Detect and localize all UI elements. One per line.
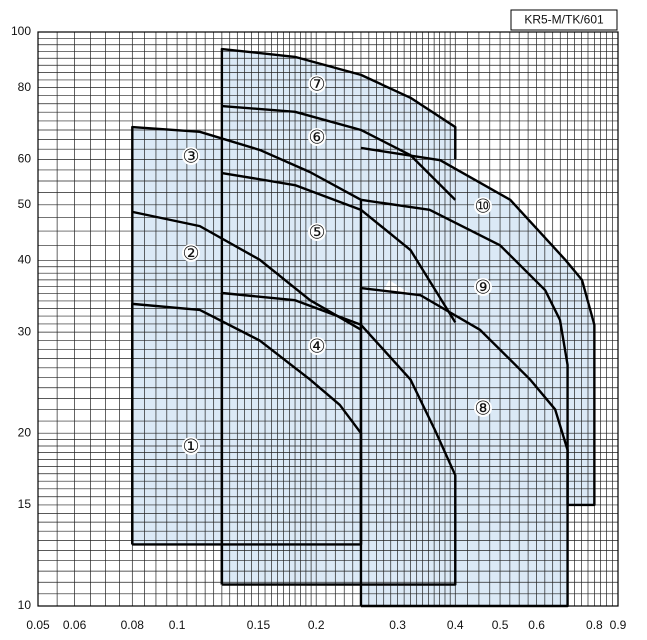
label-bg <box>308 128 326 146</box>
region-outline <box>360 146 596 507</box>
x-tick-label: 0.05 <box>26 618 50 632</box>
region-label: ⑨ <box>474 277 491 299</box>
label-bg <box>308 223 326 241</box>
region-outline <box>359 286 569 608</box>
region-fill <box>360 147 595 505</box>
x-tick-label: 0.9 <box>610 618 627 632</box>
label-bg <box>182 244 200 262</box>
region-outline <box>132 210 362 331</box>
tag: KR5-M/TK/601 <box>524 13 604 27</box>
x-tick-label: 0.1 <box>169 618 186 632</box>
labels: ① ② ③ ④ ⑤ ⑥ ⑦ ⑧ ⑨ ⑩ <box>182 74 492 458</box>
y-tick-label: 40 <box>18 253 32 267</box>
x-tick-label: 0.3 <box>389 618 406 632</box>
region-outline <box>220 47 457 585</box>
x-tick-label: 0.8 <box>586 618 603 632</box>
y-tick-label: 10 <box>18 598 32 612</box>
plot-frame <box>37 31 619 607</box>
region-label: ③ <box>182 146 199 168</box>
y-tick-label: 100 <box>11 24 31 38</box>
label-bg <box>474 399 492 417</box>
region-label: ② <box>182 243 199 265</box>
ticks: 0.05 0.06 0.08 0.1 0.15 0.2 0.3 0.4 0.5 0.6 0.8 0.9… <box>11 24 627 632</box>
x-tick-label: 0.15 <box>247 618 271 632</box>
region-label: ⑧ <box>474 398 491 420</box>
region-label: ⑥ <box>308 127 325 149</box>
x-tick-label: 0.08 <box>121 618 145 632</box>
tag-box <box>510 9 618 31</box>
x-tick-label: 0.5 <box>492 618 509 632</box>
region-label: ⑤ <box>308 222 325 244</box>
region-outline <box>360 198 569 505</box>
label-bg <box>308 75 326 93</box>
region-label: ④ <box>308 336 325 358</box>
y-tick-label: 60 <box>18 152 32 166</box>
label-bg <box>182 147 200 165</box>
x-tick-label: 0.6 <box>528 618 545 632</box>
y-tick-label: 20 <box>18 425 32 439</box>
region-outline <box>221 104 457 201</box>
x-tick-label: 0.4 <box>447 618 464 632</box>
y-tick-label: 30 <box>18 324 32 338</box>
y-tick-label: 15 <box>18 497 32 511</box>
label-bg <box>474 278 492 296</box>
label-bg <box>182 437 200 455</box>
region-label: ① <box>182 436 199 458</box>
label-bg <box>474 197 492 215</box>
region-outline <box>221 171 457 323</box>
region-label: ⑩ <box>474 196 491 218</box>
grid <box>37 31 619 607</box>
label-bg <box>308 337 326 355</box>
x-tick-label: 0.06 <box>63 618 87 632</box>
outlines <box>131 47 596 608</box>
region-label: ⑦ <box>308 74 325 96</box>
x-tick-label: 0.2 <box>308 618 325 632</box>
region-outline <box>220 291 457 586</box>
y-tick-label: 50 <box>18 197 32 211</box>
y-tick-label: 80 <box>18 80 32 94</box>
